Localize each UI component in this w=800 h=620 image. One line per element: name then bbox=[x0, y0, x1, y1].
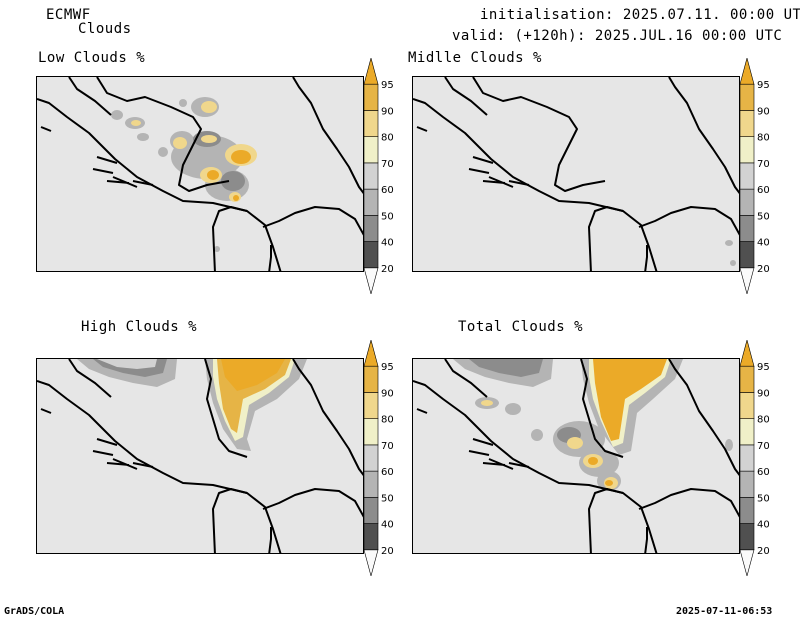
low-clouds-layer bbox=[37, 77, 363, 271]
colorbar-graphic: 20 40 50 60 70 80 90 95 bbox=[739, 338, 770, 578]
footer-software-label: GrADS/COLA bbox=[4, 606, 65, 617]
colorbar-segment bbox=[363, 110, 379, 137]
colorbar-segment bbox=[363, 470, 379, 498]
colorbar-segment bbox=[739, 83, 755, 111]
colorbar-tick-label: 50 bbox=[757, 493, 770, 504]
model-label: ECMWF bbox=[46, 7, 91, 23]
colorbar-tick-label: 60 bbox=[381, 467, 394, 478]
total-clouds-title: Total Clouds % bbox=[458, 319, 584, 335]
colorbar-segment bbox=[739, 136, 755, 164]
colorbar-tick-label: 90 bbox=[757, 106, 770, 117]
colorbar-tick-label: 40 bbox=[381, 238, 394, 249]
middle-clouds-colorbar: 20 40 50 60 70 80 90 95 bbox=[738, 56, 782, 296]
high-clouds-map bbox=[36, 358, 364, 554]
low-clouds-title: Low Clouds % bbox=[38, 50, 146, 66]
colorbar-tick-label: 70 bbox=[757, 441, 770, 452]
high-clouds-colorbar: 20 40 50 60 70 80 90 95 bbox=[362, 338, 406, 578]
colorbar-segment bbox=[363, 365, 379, 393]
colorbar-tick-label: 20 bbox=[381, 264, 394, 275]
colorbar-segment bbox=[739, 470, 755, 498]
colorbar-tick-label: 50 bbox=[381, 493, 394, 504]
colorbar-segment bbox=[363, 241, 379, 269]
colorbar-tick-label: 80 bbox=[381, 133, 394, 144]
colorbar-tick-label: 40 bbox=[757, 238, 770, 249]
colorbar-tick-label: 50 bbox=[757, 211, 770, 222]
colorbar-segment bbox=[363, 136, 379, 164]
low-clouds-map bbox=[36, 76, 364, 272]
colorbar-segment bbox=[363, 162, 379, 190]
valid-label: valid: (+120h): 2025.JUL.16 00:00 UTC bbox=[452, 28, 783, 44]
colorbar-segment bbox=[363, 56, 379, 85]
colorbar-segment bbox=[363, 188, 379, 216]
total-clouds-colorbar: 20 40 50 60 70 80 90 95 bbox=[738, 338, 782, 578]
product-label: Clouds bbox=[78, 21, 132, 37]
footer-timestamp-label: 2025-07-11-06:53 bbox=[676, 606, 773, 617]
colorbar-tick-label: 20 bbox=[381, 546, 394, 557]
colorbar-tick-label: 95 bbox=[757, 80, 770, 91]
colorbar-segment bbox=[739, 241, 755, 269]
total-clouds-map bbox=[412, 358, 740, 554]
colorbar-segment bbox=[739, 56, 755, 85]
colorbar-segment bbox=[739, 497, 755, 524]
colorbar-tick-label: 90 bbox=[381, 106, 394, 117]
total-clouds-layer bbox=[413, 359, 739, 553]
colorbar-segment bbox=[363, 497, 379, 524]
initialisation-label: initialisation: 2025.07.11. 00:00 UTC bbox=[480, 7, 800, 23]
colorbar-tick-label: 70 bbox=[381, 441, 394, 452]
middle-clouds-title: Midlle Clouds % bbox=[408, 50, 542, 66]
colorbar-tick-label: 60 bbox=[381, 185, 394, 196]
colorbar-tick-label: 95 bbox=[757, 362, 770, 373]
colorbar-segment bbox=[739, 162, 755, 190]
colorbar-segment bbox=[363, 338, 379, 367]
colorbar-tick-label: 60 bbox=[757, 185, 770, 196]
colorbar-tick-label: 20 bbox=[757, 264, 770, 275]
colorbar-tick-label: 80 bbox=[757, 415, 770, 426]
colorbar-segment bbox=[739, 444, 755, 472]
high-clouds-layer bbox=[37, 359, 363, 553]
colorbar-segment bbox=[363, 444, 379, 472]
colorbar-tick-label: 50 bbox=[381, 211, 394, 222]
colorbar-tick-label: 70 bbox=[381, 159, 394, 170]
colorbar-segment bbox=[739, 338, 755, 367]
colorbar-segment bbox=[739, 549, 755, 578]
colorbar-graphic: 20 40 50 60 70 80 90 95 bbox=[363, 56, 394, 296]
colorbar-segment bbox=[363, 215, 379, 242]
colorbar-segment bbox=[739, 365, 755, 393]
colorbar-segment bbox=[739, 267, 755, 296]
colorbar-segment bbox=[739, 418, 755, 446]
colorbar-segment bbox=[363, 549, 379, 578]
colorbar-segment bbox=[363, 418, 379, 446]
colorbar-graphic: 20 40 50 60 70 80 90 95 bbox=[739, 56, 770, 296]
colorbar-segment bbox=[739, 523, 755, 551]
colorbar-graphic: 20 40 50 60 70 80 90 95 bbox=[363, 338, 394, 578]
colorbar-tick-label: 80 bbox=[757, 133, 770, 144]
colorbar-tick-label: 90 bbox=[757, 388, 770, 399]
middle-clouds-layer bbox=[413, 77, 739, 271]
colorbar-segment bbox=[739, 110, 755, 137]
colorbar-tick-label: 40 bbox=[757, 520, 770, 531]
colorbar-segment bbox=[363, 83, 379, 111]
colorbar-tick-label: 95 bbox=[381, 80, 394, 91]
colorbar-tick-label: 40 bbox=[381, 520, 394, 531]
colorbar-tick-label: 90 bbox=[381, 388, 394, 399]
colorbar-tick-label: 95 bbox=[381, 362, 394, 373]
colorbar-tick-label: 60 bbox=[757, 467, 770, 478]
colorbar-segment bbox=[363, 392, 379, 419]
colorbar-tick-label: 80 bbox=[381, 415, 394, 426]
low-clouds-colorbar: 20 40 50 60 70 80 90 95 bbox=[362, 56, 406, 296]
colorbar-segment bbox=[363, 267, 379, 296]
colorbar-tick-label: 20 bbox=[757, 546, 770, 557]
middle-clouds-map bbox=[412, 76, 740, 272]
colorbar-segment bbox=[739, 188, 755, 216]
colorbar-segment bbox=[363, 523, 379, 551]
colorbar-segment bbox=[739, 392, 755, 419]
high-clouds-title: High Clouds % bbox=[81, 319, 198, 335]
colorbar-tick-label: 70 bbox=[757, 159, 770, 170]
colorbar-segment bbox=[739, 215, 755, 242]
